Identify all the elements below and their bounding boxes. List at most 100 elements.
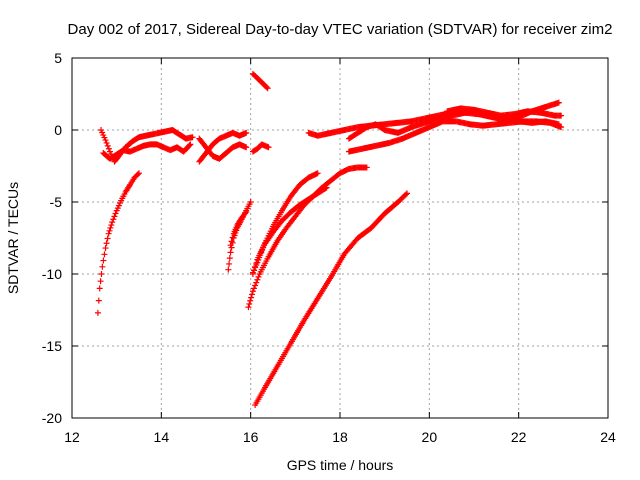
data-point xyxy=(245,304,252,311)
series-arc-a xyxy=(94,170,142,316)
series-arc-p xyxy=(345,118,565,155)
data-point xyxy=(226,255,233,262)
data-point xyxy=(100,257,107,264)
data-point xyxy=(186,142,193,149)
data-point xyxy=(107,224,114,231)
data-point xyxy=(249,288,256,295)
data-point xyxy=(253,260,260,267)
series-arc-q xyxy=(444,105,565,119)
data-point xyxy=(108,222,115,229)
data-point xyxy=(255,273,262,280)
data-point xyxy=(110,216,117,223)
data-point xyxy=(112,210,119,217)
data-points xyxy=(94,70,565,409)
data-point xyxy=(189,134,196,141)
data-point xyxy=(104,142,111,149)
data-point xyxy=(103,240,110,247)
data-point xyxy=(229,234,236,241)
x-tick-label: 22 xyxy=(511,429,527,445)
data-point xyxy=(402,191,409,198)
series-arc-g xyxy=(225,199,254,273)
data-point xyxy=(103,139,110,146)
data-point xyxy=(249,291,256,298)
data-point xyxy=(253,279,260,286)
chart-title: Day 002 of 2017, Sidereal Day-to-day VTE… xyxy=(68,21,613,38)
y-tick-label: -5 xyxy=(50,194,63,210)
data-point xyxy=(105,145,112,152)
data-point xyxy=(243,129,250,136)
data-point xyxy=(251,285,258,292)
data-point xyxy=(558,124,565,131)
data-point xyxy=(558,112,565,119)
data-point xyxy=(134,171,141,178)
y-tick-labels: 5 0 -5 -10 -15 -20 xyxy=(42,50,62,426)
series-arc-f xyxy=(249,141,272,155)
y-tick-label: 5 xyxy=(54,50,62,66)
data-point xyxy=(98,271,105,277)
data-point xyxy=(252,263,259,270)
data-point xyxy=(243,144,250,151)
series-arc-l xyxy=(249,184,330,277)
data-point xyxy=(111,213,118,220)
data-point xyxy=(252,282,259,289)
series-arc-k xyxy=(245,164,370,311)
data-point xyxy=(251,267,258,274)
data-point xyxy=(105,230,112,237)
data-point xyxy=(102,137,109,144)
data-point xyxy=(247,297,254,304)
x-axis-label: GPS time / hours xyxy=(287,457,394,473)
data-point xyxy=(248,294,255,301)
x-tick-label: 12 xyxy=(64,429,80,445)
data-point xyxy=(94,309,101,316)
x-tick-label: 16 xyxy=(243,429,259,445)
data-point xyxy=(104,235,111,242)
series-arc-b xyxy=(98,127,196,165)
data-point xyxy=(136,170,142,177)
y-tick-label: -10 xyxy=(42,266,62,282)
data-point xyxy=(99,263,106,270)
data-point xyxy=(246,300,253,307)
series-arc-j xyxy=(249,170,321,276)
x-tick-label: 14 xyxy=(154,429,170,445)
y-axis-label: SDTVAR / TECUs xyxy=(5,182,21,294)
data-point xyxy=(264,85,271,92)
data-point xyxy=(404,190,410,197)
data-point xyxy=(102,245,109,252)
data-point xyxy=(314,170,321,177)
data-point xyxy=(225,266,232,273)
data-point xyxy=(363,164,370,171)
data-point xyxy=(97,278,104,285)
data-point xyxy=(96,285,103,292)
axis-ticks xyxy=(71,57,609,419)
series-arc-e xyxy=(196,135,250,162)
data-point xyxy=(187,141,194,148)
data-point xyxy=(249,271,256,277)
y-tick-label: -15 xyxy=(42,338,62,354)
data-point xyxy=(106,227,113,234)
data-point xyxy=(243,209,250,216)
data-point xyxy=(95,297,102,304)
series-arc-h xyxy=(227,209,250,249)
x-tick-labels: 12 14 16 18 20 22 24 xyxy=(64,429,616,445)
data-point xyxy=(263,84,270,91)
x-tick-label: 18 xyxy=(332,429,348,445)
data-point xyxy=(254,276,261,283)
data-point xyxy=(227,242,234,249)
data-point xyxy=(109,219,116,226)
series-arc-i xyxy=(249,70,271,92)
y-tick-label: 0 xyxy=(54,122,62,138)
series-arc-c xyxy=(100,141,194,162)
data-point xyxy=(247,199,254,205)
x-tick-label: 20 xyxy=(422,429,438,445)
y-tick-label: -20 xyxy=(42,410,62,426)
series-arc-m xyxy=(252,190,410,409)
data-point xyxy=(323,184,330,191)
x-tick-label: 24 xyxy=(600,429,616,445)
data-point xyxy=(322,185,329,192)
data-point xyxy=(101,251,108,258)
data-point xyxy=(265,144,272,151)
data-point xyxy=(227,249,234,256)
data-point xyxy=(555,99,562,106)
data-point xyxy=(226,260,233,267)
